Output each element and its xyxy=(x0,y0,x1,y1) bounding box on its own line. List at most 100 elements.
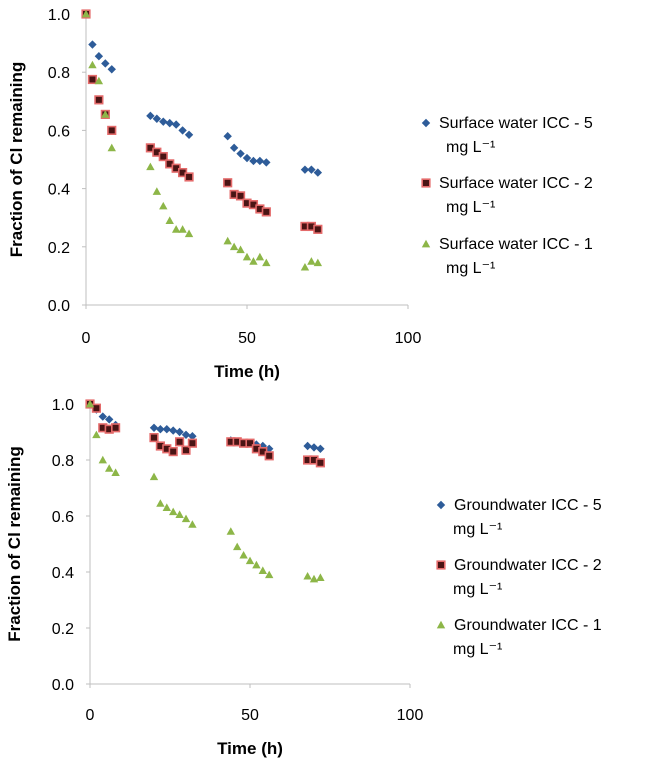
y-tick-label: 0.4 xyxy=(48,182,70,199)
data-point xyxy=(149,432,159,443)
data-point xyxy=(223,132,232,141)
y-tick-label: 0.8 xyxy=(52,453,74,470)
data-point xyxy=(261,207,271,217)
y-axis-title: Fraction of Cl remaining xyxy=(5,446,24,642)
data-point xyxy=(223,178,233,188)
data-point xyxy=(88,40,97,49)
data-point xyxy=(165,118,174,128)
data-point xyxy=(156,425,165,434)
data-point xyxy=(239,551,248,559)
series-square xyxy=(81,9,323,234)
data-point xyxy=(94,51,104,61)
data-point xyxy=(169,507,178,516)
legend-marker-triangle xyxy=(421,239,431,248)
data-point xyxy=(159,201,168,210)
data-point xyxy=(146,162,155,171)
data-point xyxy=(242,153,252,163)
data-point xyxy=(181,430,191,439)
legend-label: Surface water ICC - 1 xyxy=(439,236,593,253)
y-tick-label: 0.0 xyxy=(52,677,74,694)
legend-marker-square xyxy=(421,178,431,188)
data-point xyxy=(265,570,274,579)
data-point xyxy=(92,430,101,439)
data-point xyxy=(146,111,155,121)
data-point xyxy=(307,257,316,265)
data-point xyxy=(158,151,168,162)
data-point xyxy=(81,9,91,18)
data-point xyxy=(85,399,95,408)
legend-unit: mg L⁻¹ xyxy=(446,199,495,216)
data-point xyxy=(101,59,110,68)
y-tick-label: 0.6 xyxy=(48,123,70,140)
data-point xyxy=(313,224,323,234)
data-point xyxy=(252,560,261,569)
data-point xyxy=(262,158,271,167)
data-point xyxy=(171,225,181,233)
data-point xyxy=(105,464,114,472)
data-point xyxy=(313,258,323,267)
x-axis-title: Time (h) xyxy=(217,739,283,758)
data-point xyxy=(307,165,316,174)
y-tick-label: 1.0 xyxy=(48,7,70,24)
legend-unit: mg L⁻¹ xyxy=(446,260,495,277)
data-point xyxy=(171,120,181,129)
data-point xyxy=(152,114,162,123)
data-point xyxy=(188,520,197,528)
data-point xyxy=(149,423,159,432)
data-point xyxy=(156,499,165,507)
x-tick-label: 50 xyxy=(241,707,259,724)
data-point xyxy=(159,117,168,126)
data-point xyxy=(98,412,107,421)
data-point xyxy=(313,168,323,177)
data-point xyxy=(245,556,255,565)
legend-label: Surface water ICC - 2 xyxy=(439,175,593,192)
legend-unit: mg L⁻¹ xyxy=(453,581,502,598)
data-point xyxy=(184,172,194,182)
data-point xyxy=(184,229,194,238)
y-tick-label: 0.6 xyxy=(52,509,74,526)
data-point xyxy=(98,455,107,464)
data-point xyxy=(149,472,159,481)
legend-marker-square xyxy=(436,560,446,570)
data-point xyxy=(111,423,121,433)
y-tick-label: 0.0 xyxy=(48,298,70,315)
legend: Surface water ICC - 5 mg L⁻¹ Surface water… xyxy=(421,115,593,277)
data-point xyxy=(229,242,239,251)
legend-label: Groundwater ICC - 5 xyxy=(454,497,602,514)
data-point xyxy=(101,110,110,118)
data-point xyxy=(168,446,178,457)
data-point xyxy=(87,74,98,85)
groundwater-chart: 0.0 0.2 0.4 0.6 0.8 1.0 0 50 100 Time (h) Fraction… xyxy=(5,397,602,758)
data-point xyxy=(255,252,265,261)
data-point xyxy=(300,262,310,271)
data-point xyxy=(300,165,310,174)
x-tick-label: 0 xyxy=(86,707,95,724)
data-point xyxy=(187,438,198,448)
data-point xyxy=(188,432,197,441)
data-point xyxy=(245,438,255,448)
data-point xyxy=(236,245,245,254)
data-point xyxy=(264,451,274,461)
data-point xyxy=(165,216,174,224)
legend-unit: mg L⁻¹ xyxy=(453,521,502,538)
data-point xyxy=(223,236,232,245)
data-point xyxy=(178,225,187,233)
data-point xyxy=(236,149,245,158)
data-point xyxy=(107,65,116,74)
series-triangle xyxy=(85,399,325,583)
legend-label: Surface water ICC - 5 xyxy=(439,115,593,132)
series-triangle xyxy=(81,9,323,271)
x-tick-label: 50 xyxy=(238,330,256,347)
data-point xyxy=(107,143,116,152)
series-square xyxy=(85,399,326,468)
data-point xyxy=(162,425,171,434)
legend-label: Groundwater ICC - 1 xyxy=(454,617,602,634)
data-point xyxy=(94,95,104,105)
data-point xyxy=(175,437,185,447)
data-point xyxy=(111,468,120,476)
series-diamond xyxy=(81,9,323,177)
x-tick-label: 0 xyxy=(82,330,91,347)
data-point xyxy=(233,542,242,551)
data-point xyxy=(249,156,258,166)
data-point xyxy=(249,257,258,265)
